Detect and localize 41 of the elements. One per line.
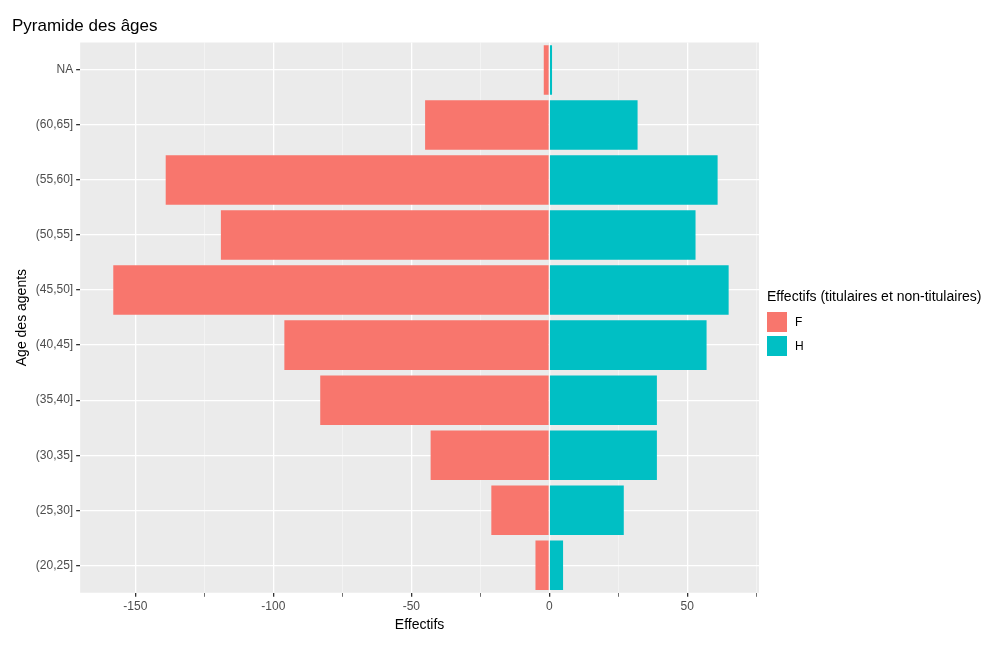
- bar: [543, 45, 549, 95]
- y-tick-label: (45,50]: [35, 282, 74, 297]
- x-tick-label: -100: [261, 599, 286, 614]
- bar: [549, 210, 696, 260]
- bar: [320, 375, 549, 425]
- y-tick-label: (60,65]: [35, 117, 74, 132]
- bar: [113, 265, 549, 315]
- bar: [549, 540, 564, 591]
- bar: [549, 45, 553, 95]
- x-tick-label: 50: [680, 599, 695, 614]
- x-tick-label: -50: [402, 599, 421, 614]
- bar: [549, 100, 638, 150]
- legend-label: H: [795, 339, 804, 353]
- x-tick-label: 0: [545, 599, 553, 614]
- bar: [491, 485, 549, 536]
- y-tick-label: (25,30]: [35, 502, 74, 517]
- bar: [220, 210, 549, 260]
- y-tick-label: (50,55]: [35, 227, 74, 242]
- chart-title: Pyramide des âges: [12, 15, 158, 35]
- legend-label: F: [795, 315, 803, 329]
- bar: [425, 100, 549, 150]
- y-tick-label: (20,25]: [35, 557, 74, 572]
- bar: [549, 430, 657, 480]
- bar: [430, 430, 549, 480]
- bar: [549, 375, 657, 425]
- bar: [549, 265, 729, 315]
- y-axis-title: Age des agents: [13, 268, 30, 367]
- y-tick-label: (40,45]: [35, 337, 74, 352]
- y-tick-label: NA: [56, 62, 74, 77]
- bar: [549, 155, 718, 205]
- bar: [284, 320, 549, 370]
- bar: [549, 485, 624, 536]
- x-tick-label: -150: [123, 599, 148, 614]
- x-axis-title: Effectifs: [394, 616, 445, 633]
- y-tick-label: (30,35]: [35, 447, 74, 462]
- bar: [165, 155, 549, 205]
- bar: [549, 320, 707, 370]
- legend-title: Effectifs (titulaires et non-titulaires): [767, 288, 982, 304]
- y-tick-label: (55,60]: [35, 172, 74, 187]
- bar: [535, 540, 549, 591]
- y-tick-label: (35,40]: [35, 392, 74, 407]
